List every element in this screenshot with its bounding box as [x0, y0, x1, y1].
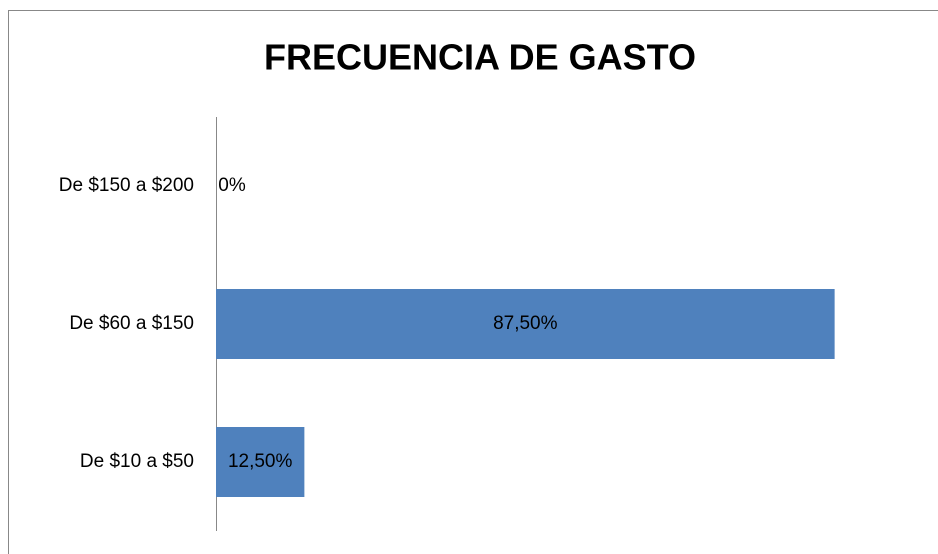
- data-label: 12,50%: [228, 451, 293, 472]
- bar: [216, 289, 835, 359]
- chart-frame: [8, 10, 938, 554]
- y-tick-label: De $150 a $200: [59, 175, 194, 196]
- data-label: 87,50%: [493, 313, 558, 334]
- y-tick-label: De $10 a $50: [80, 451, 194, 472]
- y-tick-label: De $60 a $150: [69, 313, 194, 334]
- data-label: 0%: [218, 175, 246, 196]
- chart-title: FRECUENCIA DE GASTO: [264, 37, 696, 78]
- bar: [216, 427, 305, 497]
